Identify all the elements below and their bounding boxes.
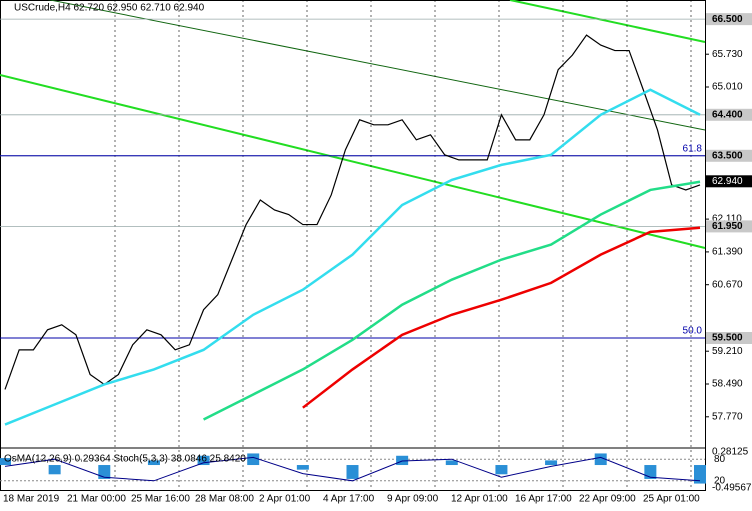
- price-line: [4, 34, 701, 390]
- osma-bar: [346, 465, 359, 479]
- x-tick-label: 9 Apr 09:00: [387, 494, 439, 505]
- x-tick-label: 21 Mar 00:00: [67, 494, 126, 505]
- trend-line: [0, 74, 706, 249]
- indicator-tick-label: 0.28125: [712, 447, 749, 458]
- stoch-tick-label: 20: [714, 475, 726, 486]
- osma-bar: [594, 453, 607, 466]
- plot-frame: [0, 0, 706, 491]
- osma-bar: [98, 465, 111, 479]
- level-box: [706, 108, 752, 121]
- x-tick-label: 2 Apr 01:00: [259, 494, 311, 505]
- osma-bar: [545, 460, 558, 466]
- osma-bar: [694, 465, 706, 484]
- osma-bar: [495, 465, 508, 475]
- x-tick-label: 18 Mar 2019: [3, 494, 60, 505]
- x-tick-label: 28 Mar 08:00: [195, 494, 254, 505]
- osma-bar: [247, 453, 260, 466]
- trend-line: [509, 0, 706, 43]
- indicator-tick-label: -0.49567: [712, 483, 752, 494]
- last-price-label: 62.940: [712, 176, 743, 187]
- chart-title: USCrude,H4 62.720 62.950 62.710 62.940: [14, 3, 205, 14]
- moving-average: [302, 226, 701, 409]
- y-tick-label: 65.010: [712, 82, 743, 93]
- y-tick-label: 61.390: [712, 247, 743, 258]
- indicator-title: OsMA(12,26,9) 0.29364 Stoch(5,3,3) 38.08…: [4, 454, 246, 465]
- level-box: [706, 149, 752, 162]
- trend-line: [47, 0, 706, 131]
- stoch-line: [4, 456, 701, 482]
- stoch-tick-label: 80: [714, 454, 726, 465]
- x-tick-label: 16 Apr 17:00: [515, 494, 572, 505]
- osma-bar: [396, 455, 409, 466]
- osma-bar: [197, 455, 210, 466]
- y-tick-label: 60.670: [712, 279, 743, 290]
- osma-bar: [644, 465, 657, 479]
- osma-bar: [296, 465, 309, 470]
- y-tick-label: 62.110: [712, 214, 742, 225]
- level-label: 61.950: [712, 221, 743, 232]
- level-box: [706, 13, 752, 26]
- moving-average: [4, 88, 701, 426]
- level-label: 64.400: [712, 109, 743, 120]
- fib-label: 61.8: [683, 143, 703, 154]
- x-tick-label: 4 Apr 17:00: [323, 494, 375, 505]
- fib-label: 50.0: [683, 326, 703, 337]
- x-tick-label: 22 Apr 09:00: [579, 494, 636, 505]
- level-box: [706, 331, 752, 344]
- level-box: [706, 220, 752, 233]
- osma-bar: [48, 465, 61, 475]
- level-label: 59.500: [712, 333, 743, 344]
- osma-bar: [0, 458, 11, 466]
- level-label: 66.500: [712, 14, 743, 25]
- y-tick-label: 65.730: [712, 49, 743, 60]
- osma-bar: [445, 460, 458, 466]
- moving-average: [203, 180, 701, 421]
- y-tick-label: 58.490: [712, 379, 743, 390]
- x-tick-label: 12 Apr 01:00: [451, 494, 508, 505]
- level-label: 63.500: [712, 150, 743, 161]
- y-tick-label: 59.210: [712, 346, 743, 357]
- osma-bar: [147, 460, 160, 466]
- last-price-box: [706, 175, 752, 188]
- x-tick-label: 25 Mar 16:00: [131, 494, 190, 505]
- y-tick-label: 57.770: [712, 411, 743, 422]
- x-tick-label: 25 Apr 01:00: [643, 494, 700, 505]
